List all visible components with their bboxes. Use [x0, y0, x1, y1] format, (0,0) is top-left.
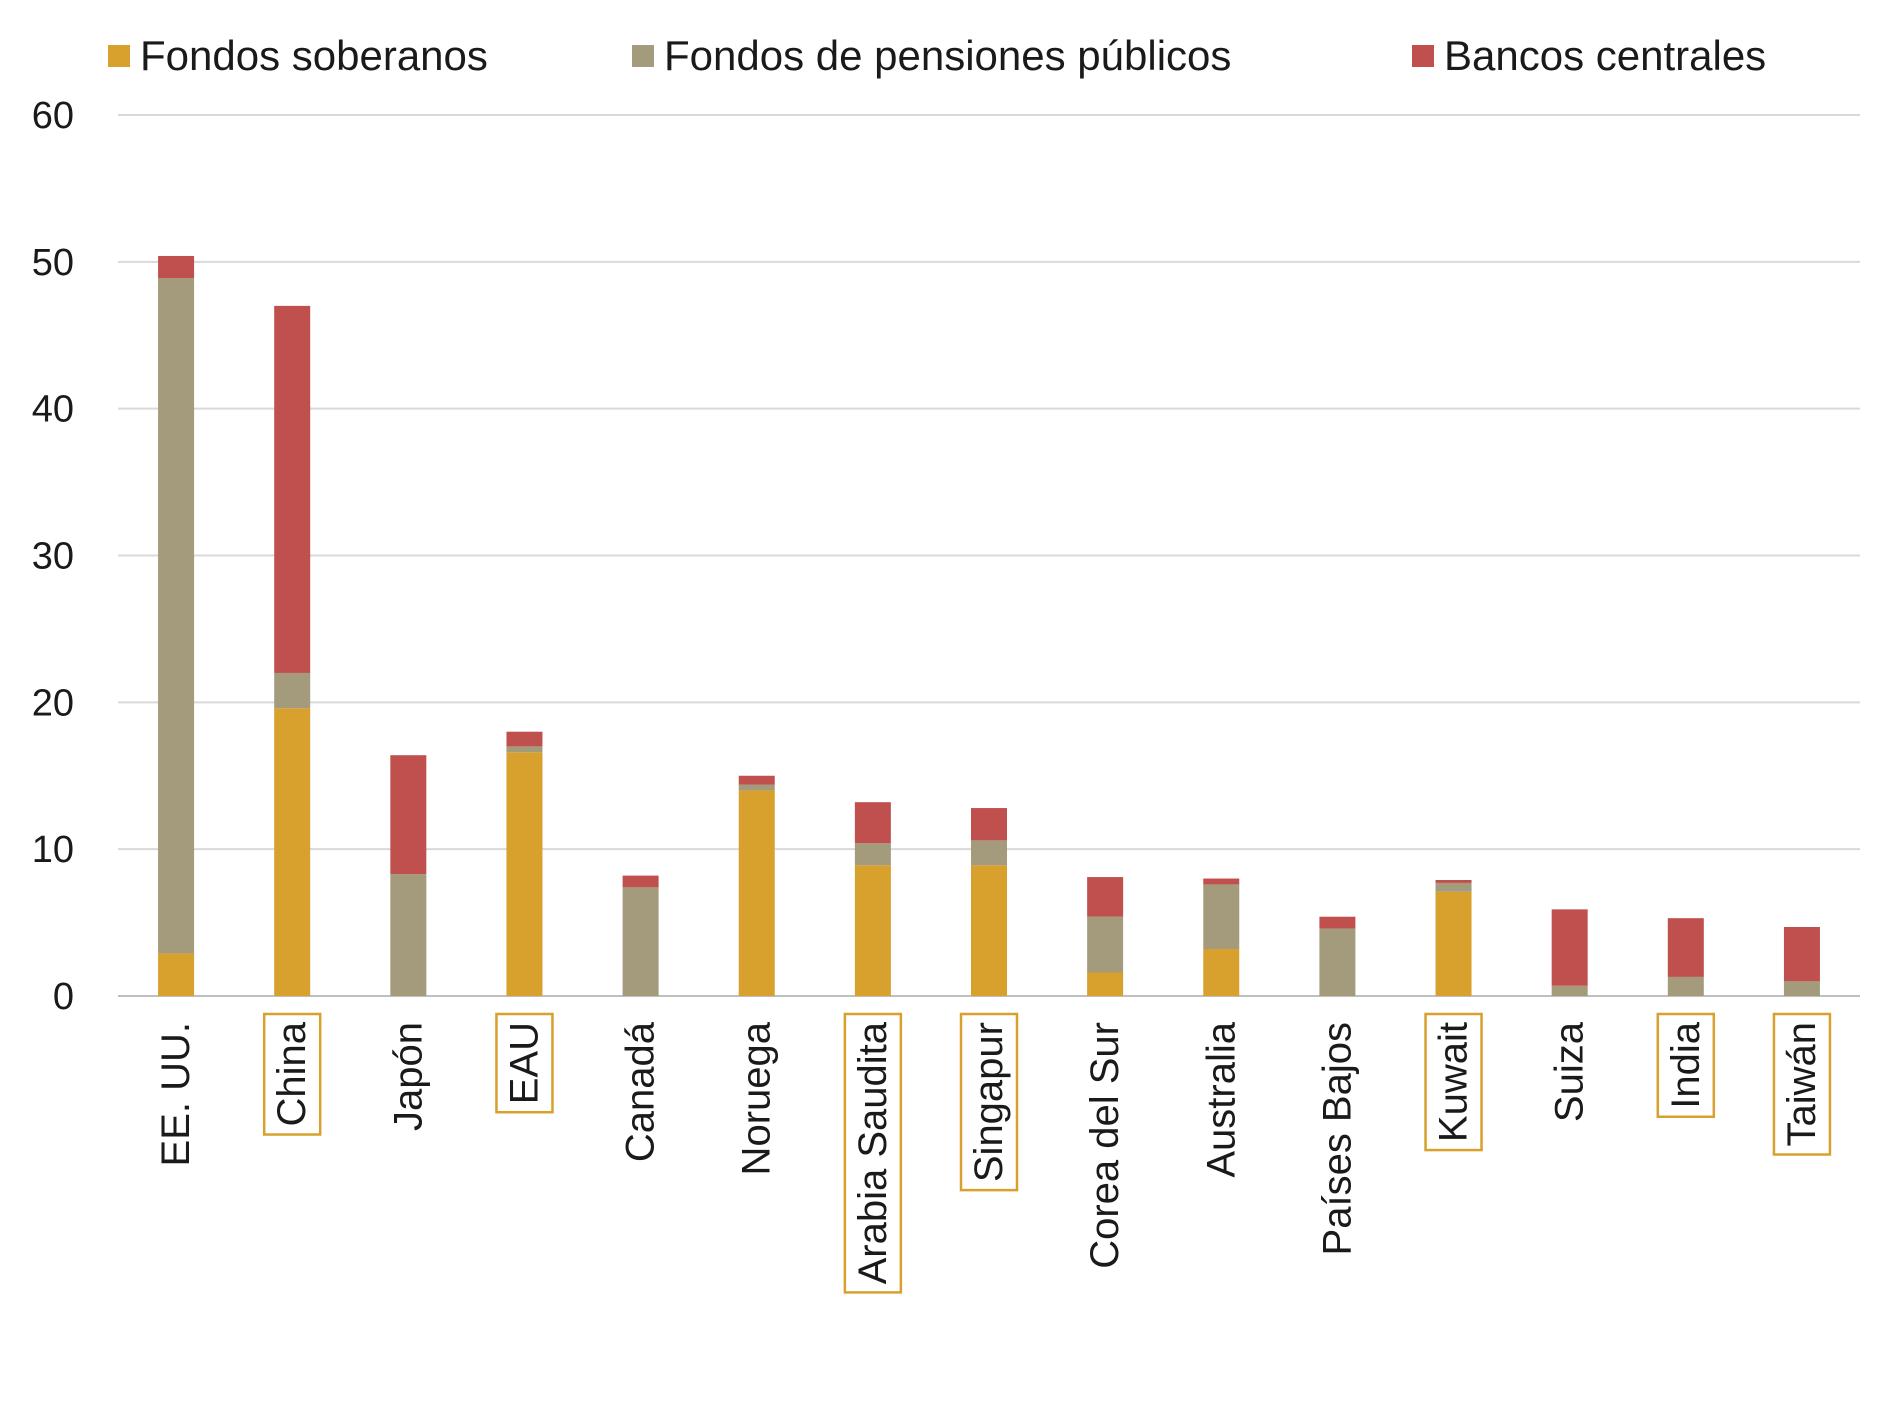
bars [158, 255, 1820, 996]
bar-segment-2-1 [274, 305, 311, 673]
bar-segment-2-12 [1551, 909, 1588, 986]
x-tick-label: Singapur [967, 1022, 1011, 1182]
x-tick-label: Arabia Saudita [851, 1021, 895, 1284]
x-tick: EAU [495, 1012, 554, 1114]
bar-segment-0-0 [158, 953, 195, 996]
bar-segment-0-5 [738, 790, 775, 996]
bar-segment-1-11 [1435, 882, 1472, 892]
x-tick-label: EAU [502, 1022, 546, 1104]
highlight-box [1656, 1012, 1716, 1118]
legend-label: Fondos de pensiones públicos [664, 32, 1231, 79]
bar-segment-1-13 [1667, 976, 1704, 996]
bar-segment-0-1 [274, 708, 311, 996]
bar-segment-2-9 [1203, 878, 1240, 885]
bar-segment-2-2 [390, 755, 427, 875]
bar-segment-2-3 [506, 731, 543, 747]
bar-segment-1-5 [738, 784, 775, 791]
bar-segment-1-2 [390, 874, 427, 996]
legend-swatch [632, 45, 654, 67]
x-tick: India [1656, 1012, 1716, 1118]
bar-segment-1-4 [622, 887, 659, 996]
bar-segment-1-6 [854, 843, 891, 866]
highlight-box [495, 1012, 554, 1114]
x-tick: China [262, 1012, 322, 1136]
x-tick: EE. UU. [154, 1022, 198, 1166]
y-tick-label: 60 [32, 95, 74, 137]
x-tick: Países Bajos [1315, 1022, 1359, 1255]
x-tick-label: Países Bajos [1315, 1022, 1359, 1255]
x-tick: Taiwán [1772, 1012, 1832, 1156]
bar-segment-2-7 [971, 808, 1007, 841]
bar-segment-1-1 [274, 672, 311, 709]
bar-segment-0-11 [1435, 891, 1472, 996]
bar-segment-1-9 [1203, 884, 1240, 950]
highlight-box [1772, 1012, 1832, 1156]
highlight-box [843, 1012, 903, 1294]
x-tick: Australia [1199, 1021, 1243, 1177]
legend-swatch [108, 45, 130, 67]
y-axis: 0 10 20 30 40 50 60 [32, 95, 74, 1018]
x-tick-label: India [1664, 1021, 1708, 1108]
highlight-box [1424, 1012, 1483, 1152]
x-axis: EE. UU. China Japón EAU Canadá Noruega Arabia … [154, 1012, 1832, 1294]
bar-segment-0-6 [854, 865, 891, 996]
bar-segment-2-5 [738, 775, 775, 785]
bar-segment-1-3 [506, 746, 543, 753]
legend-label: Bancos centrales [1444, 32, 1766, 79]
x-tick-label: EE. UU. [154, 1022, 198, 1166]
y-tick-label: 30 [32, 536, 74, 578]
bar-segment-2-13 [1667, 918, 1704, 977]
x-tick: Japón [386, 1022, 430, 1131]
bar-segment-0-9 [1203, 949, 1240, 996]
y-tick-label: 40 [32, 389, 74, 431]
x-tick-label: Suiza [1548, 1021, 1592, 1122]
x-tick: Suiza [1548, 1021, 1592, 1122]
x-tick-label: Japón [386, 1022, 430, 1131]
bar-segment-0-3 [506, 752, 543, 996]
y-tick-label: 20 [32, 682, 74, 724]
bar-segment-1-14 [1783, 981, 1820, 996]
x-tick-label: China [270, 1021, 314, 1126]
x-tick-label: Canadá [619, 1021, 663, 1162]
x-tick: Kuwait [1424, 1012, 1483, 1152]
x-tick: Corea del Sur [1083, 1022, 1127, 1269]
x-tick-label: Taiwán [1780, 1022, 1824, 1147]
x-tick: Singapur [959, 1012, 1019, 1192]
bar-segment-0-7 [971, 865, 1007, 996]
bar-segment-0-8 [1087, 972, 1124, 996]
bar-segment-2-0 [158, 255, 195, 278]
highlight-box [262, 1012, 322, 1136]
bar-segment-1-8 [1087, 916, 1124, 973]
bar-segment-2-10 [1319, 916, 1356, 929]
x-tick: Noruega [735, 1021, 779, 1175]
legend-swatch [1412, 45, 1434, 67]
bar-segment-1-10 [1319, 928, 1356, 996]
bar-segment-2-11 [1435, 880, 1472, 883]
bar-segment-2-14 [1783, 926, 1820, 982]
x-tick-label: Australia [1199, 1021, 1243, 1177]
y-tick-label: 10 [32, 829, 74, 871]
bar-segment-1-7 [971, 840, 1007, 866]
bar-segment-1-12 [1551, 985, 1588, 996]
x-tick-label: Kuwait [1432, 1022, 1476, 1142]
bar-segment-2-4 [622, 875, 659, 888]
bar-segment-2-6 [854, 802, 891, 844]
y-tick-label: 50 [32, 242, 74, 284]
x-tick: Canadá [619, 1021, 663, 1162]
highlight-box [959, 1012, 1019, 1192]
legend: Fondos soberanos Fondos de pensiones públ… [108, 32, 1766, 79]
legend-label: Fondos soberanos [140, 32, 488, 79]
bar-segment-2-8 [1087, 877, 1124, 917]
x-tick: Arabia Saudita [843, 1012, 903, 1294]
x-tick-label: Corea del Sur [1083, 1022, 1127, 1269]
y-tick-label: 0 [53, 976, 74, 1018]
x-tick-label: Noruega [735, 1021, 779, 1175]
bar-segment-1-0 [158, 277, 195, 954]
